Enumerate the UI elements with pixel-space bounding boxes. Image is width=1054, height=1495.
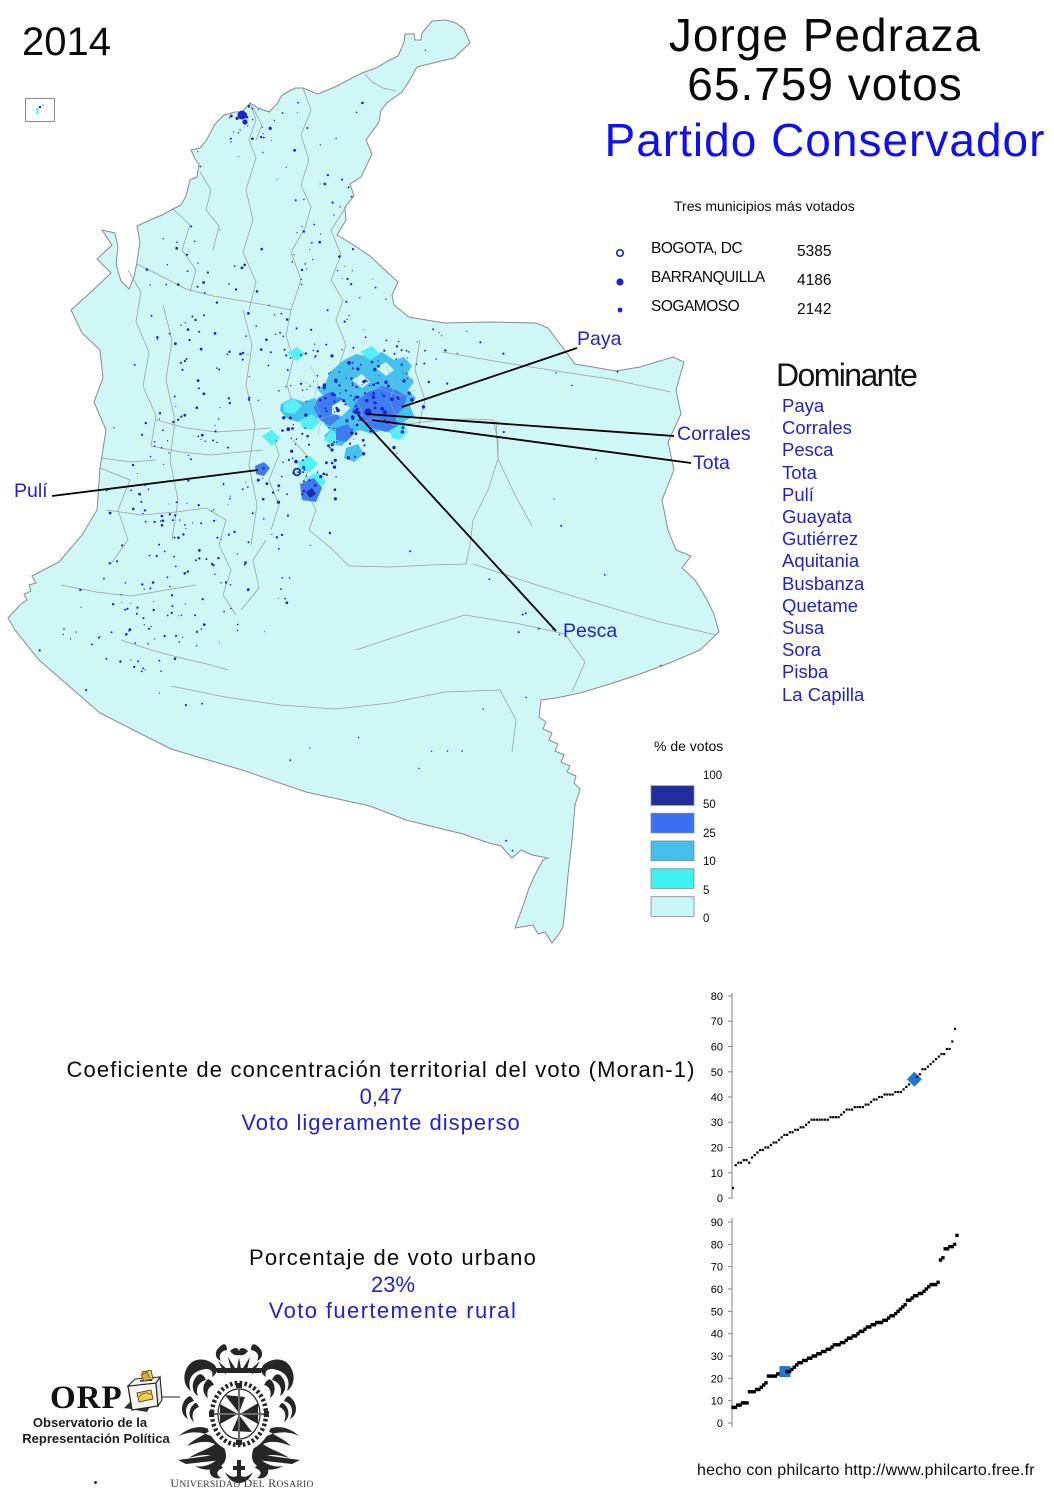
svg-text:80: 80: [711, 1239, 723, 1251]
svg-text:20: 20: [711, 1373, 723, 1385]
svg-text:50: 50: [711, 1306, 723, 1318]
svg-text:30: 30: [711, 1351, 723, 1363]
svg-text:20: 20: [711, 1143, 723, 1155]
svg-text:70: 70: [711, 1262, 723, 1274]
svg-text:10: 10: [711, 1168, 723, 1180]
svg-text:50: 50: [711, 1067, 723, 1079]
svg-text:60: 60: [711, 1042, 723, 1054]
svg-text:40: 40: [711, 1329, 723, 1341]
svg-text:60: 60: [711, 1284, 723, 1296]
svg-text:0: 0: [717, 1418, 723, 1430]
svg-text:40: 40: [711, 1092, 723, 1104]
svg-text:0: 0: [717, 1193, 723, 1205]
svg-text:80: 80: [711, 991, 723, 1003]
svg-text:90: 90: [711, 1217, 723, 1229]
svg-text:30: 30: [711, 1117, 723, 1129]
svg-text:70: 70: [711, 1016, 723, 1028]
svg-text:10: 10: [711, 1396, 723, 1408]
